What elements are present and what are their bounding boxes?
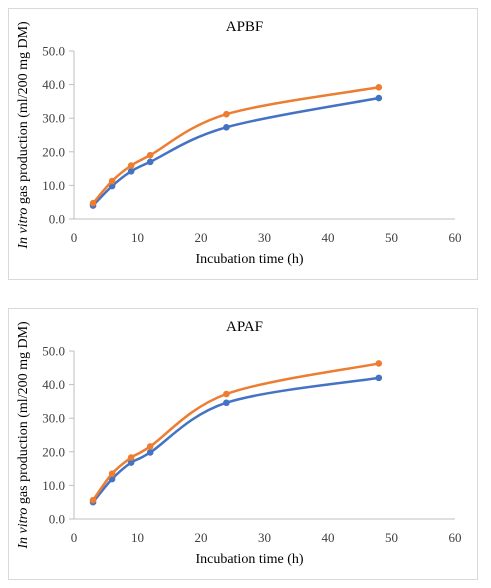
data-point-series-1-5 — [223, 123, 230, 131]
chart-apbf: APBF 0.0 10.0 20.0 30.0 40.0 50.0 0 10 20 30 40 50 60… — [8, 8, 478, 280]
series-line-1 — [91, 96, 381, 207]
x-tick-label: 0 — [71, 230, 78, 245]
data-point-series-2-2 — [108, 177, 116, 185]
x-tick-label: 40 — [322, 230, 335, 245]
data-point-series-1-6 — [375, 94, 383, 102]
x-tick-label: 20 — [195, 230, 208, 245]
x-axis-title: Incubation time (h) — [195, 552, 303, 567]
data-point-series-2-1 — [89, 199, 97, 207]
data-point-series-2-2 — [108, 470, 116, 477]
x-tick-label: 40 — [322, 530, 335, 545]
data-point-series-2-5 — [223, 390, 230, 398]
x-tick-label: 20 — [195, 530, 208, 545]
data-point-series-2-4 — [146, 151, 154, 159]
y-tick-label: 10.0 — [42, 178, 65, 193]
y-axis-title: In vitro gas production (ml/200 mg DM) — [16, 21, 31, 250]
data-point-series-2-6 — [375, 83, 383, 91]
y-tick-label: 50.0 — [42, 344, 65, 359]
chart-apbf-svg: APBF 0.0 10.0 20.0 30.0 40.0 50.0 0 10 20 30 40 50 60… — [16, 19, 462, 267]
y-axis-title-italic: In vitro — [16, 508, 31, 550]
chart-title: APAF — [226, 319, 263, 335]
y-tick-label: 40.0 — [42, 77, 65, 92]
y-tick-label: 0.0 — [49, 212, 65, 227]
data-point-series-2-1 — [89, 496, 97, 504]
x-tick-label: 50 — [385, 530, 398, 545]
chart-title: APBF — [226, 19, 264, 35]
x-tick-label: 60 — [449, 530, 462, 545]
y-tick-label: 20.0 — [42, 144, 65, 159]
y-tick-label: 30.0 — [42, 411, 65, 426]
y-tick-label: 0.0 — [49, 512, 65, 527]
y-axis-title-rest: gas production (ml/200 mg DM) — [16, 321, 31, 508]
y-axis-title-rest: gas production (ml/200 mg DM) — [16, 21, 31, 208]
data-point-series-1-3 — [127, 459, 135, 466]
y-axis-title-italic: In vitro — [16, 208, 31, 250]
data-point-series-2-3 — [127, 454, 135, 461]
data-point-series-2-4 — [146, 443, 154, 450]
data-point-series-1-4 — [146, 449, 154, 456]
chart-apaf-svg: APAF 0.0 10.0 20.0 30.0 40.0 50.0 0 10 20 30 40 50 60… — [16, 319, 462, 567]
x-axis-title: Incubation time (h) — [195, 252, 303, 267]
y-tick-label: 10.0 — [42, 478, 65, 493]
y-axis-title: In vitro gas production (ml/200 mg DM) — [16, 321, 31, 550]
data-point-series-1-3 — [127, 167, 135, 175]
data-point-series-2-3 — [127, 162, 135, 169]
x-tick-label: 30 — [258, 230, 271, 245]
x-tick-label: 0 — [71, 530, 78, 545]
x-tick-label: 50 — [385, 230, 398, 245]
x-tick-label: 10 — [131, 230, 144, 245]
y-tick-label: 50.0 — [42, 44, 65, 59]
data-point-series-1-6 — [375, 374, 383, 382]
chart-apaf: APAF 0.0 10.0 20.0 30.0 40.0 50.0 0 10 20 30 40 50 60… — [8, 308, 478, 580]
data-point-series-1-5 — [223, 399, 230, 407]
x-tick-label: 10 — [131, 530, 144, 545]
data-point-series-2-5 — [223, 110, 230, 118]
y-tick-label: 20.0 — [42, 444, 65, 459]
data-point-series-2-6 — [375, 360, 383, 367]
y-tick-label: 40.0 — [42, 377, 65, 392]
x-tick-label: 30 — [258, 530, 271, 545]
data-point-series-1-4 — [146, 158, 154, 166]
y-tick-label: 30.0 — [42, 111, 65, 126]
series-line-1 — [91, 376, 381, 504]
x-tick-label: 60 — [449, 230, 462, 245]
